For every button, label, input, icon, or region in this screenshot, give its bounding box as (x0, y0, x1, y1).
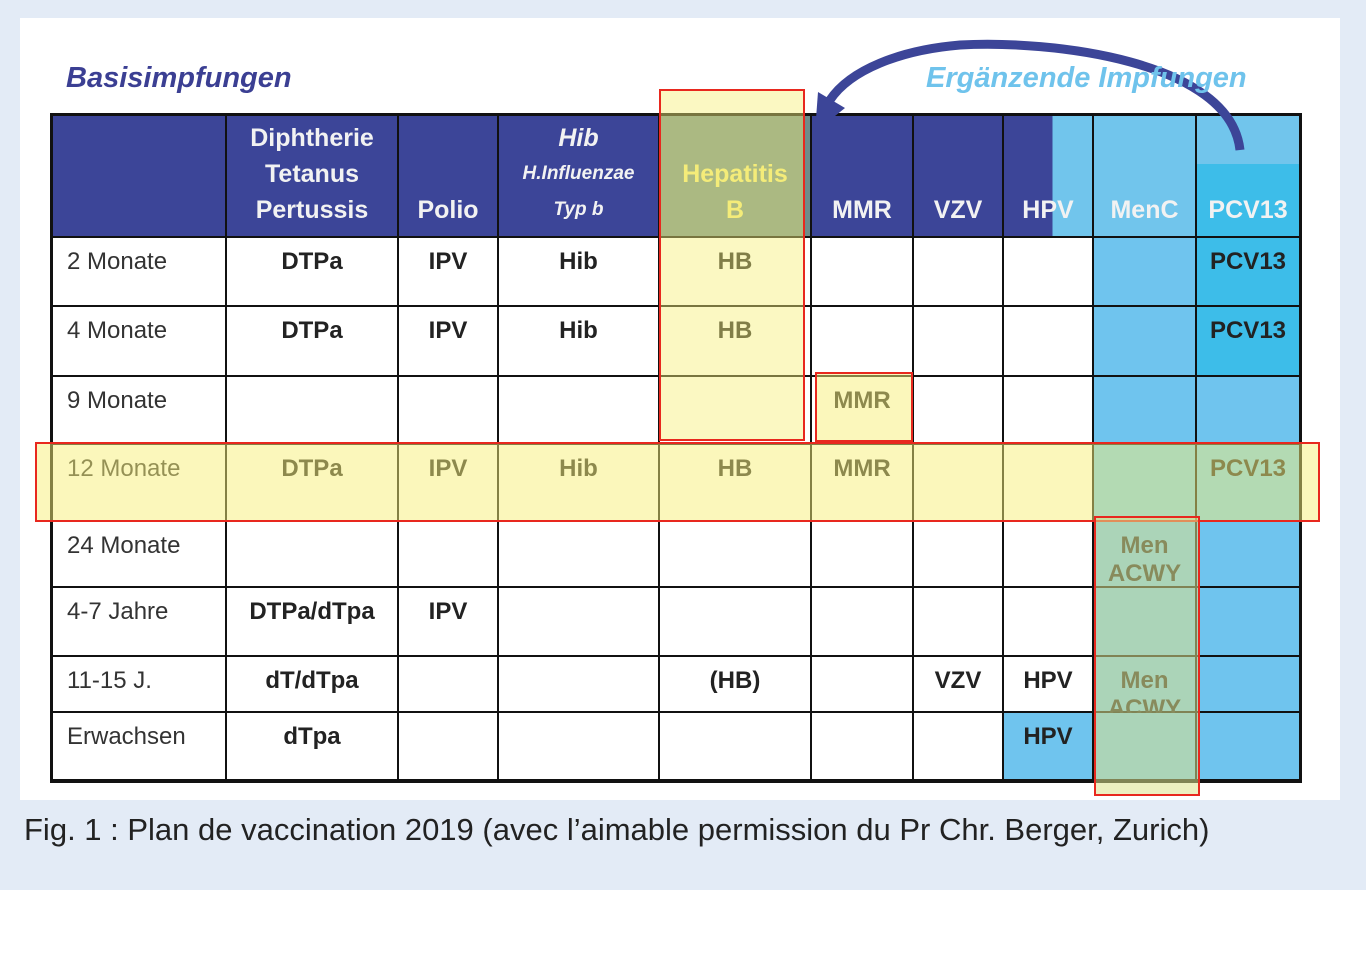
header-label: MenC (1110, 196, 1179, 224)
table-cell (227, 377, 397, 443)
header-label: Polio (417, 196, 479, 224)
table-cell: DTPa (227, 307, 397, 375)
header-cell: MenC (1094, 116, 1195, 236)
table-cell (914, 713, 1002, 779)
table-cell: Hib (499, 238, 658, 305)
header-cell: Hib H.Influenzae Typ b (499, 116, 658, 236)
table-cell: DTPa (227, 238, 397, 305)
header-label: Pertussis (255, 196, 369, 224)
table-cell (1197, 713, 1299, 779)
table-cell (1004, 307, 1092, 375)
header-cell: PCV13 (1197, 116, 1299, 236)
table-cell (1004, 238, 1092, 305)
header-label: B (725, 196, 745, 224)
table-cell: IPV (399, 238, 497, 305)
table-cell: VZV (914, 657, 1002, 711)
row-label: 2 Monate (53, 238, 225, 305)
table-cell: DTPa/dTpa (227, 588, 397, 655)
supplementary-vaccinations-title: Ergänzende Impfungen (926, 62, 1247, 94)
table-cell (399, 657, 497, 711)
table-cell (812, 307, 912, 375)
row-label: 11-15 J. (53, 657, 225, 711)
header-cell (53, 116, 225, 236)
row-label: Erwachsen (53, 713, 225, 779)
mmr-highlight (815, 372, 913, 442)
table-cell (1197, 588, 1299, 655)
table-cell (812, 238, 912, 305)
table-cell (660, 377, 810, 443)
header-label: VZV (933, 196, 983, 224)
table-cell: PCV13 (1197, 307, 1299, 375)
table-cell (1094, 238, 1195, 305)
header-cell: VZV (914, 116, 1002, 236)
basic-vaccinations-title: Basisimpfungen (66, 62, 292, 94)
table-cell: Hib (499, 307, 658, 375)
table-cell: HB (660, 238, 810, 305)
table-cell (1004, 522, 1092, 586)
table-cell (499, 657, 658, 711)
table-cell: HPV (1004, 713, 1092, 779)
table-cell (914, 238, 1002, 305)
table-cell (660, 522, 810, 586)
header-label: Typ b (553, 199, 604, 220)
header-label: Tetanus (265, 160, 359, 188)
table-cell (1004, 588, 1092, 655)
row-label: 4 Monate (53, 307, 225, 375)
table-cell (914, 522, 1002, 586)
table-cell (1094, 377, 1195, 443)
table-cell: dT/dTpa (227, 657, 397, 711)
table-cell (499, 713, 658, 779)
table-cell (399, 377, 497, 443)
header-cell: Polio (399, 116, 497, 236)
table-cell (660, 713, 810, 779)
header-label: Hib (558, 124, 599, 152)
row-label: 9 Monate (53, 377, 225, 443)
figure-caption: Fig. 1 : Plan de vaccination 2019 (avec … (24, 812, 1210, 847)
table-cell (914, 377, 1002, 443)
table-cell: IPV (399, 588, 497, 655)
table-cell (1004, 377, 1092, 443)
table-cell (812, 713, 912, 779)
table-cell (812, 522, 912, 586)
table-cell (1197, 657, 1299, 711)
header-label: H.Influenzae (522, 163, 635, 184)
table-cell (499, 522, 658, 586)
table-cell (812, 588, 912, 655)
table-cell (1197, 522, 1299, 586)
hepatitis-highlight (659, 89, 805, 441)
header-cell: MMR (812, 116, 912, 236)
table-cell: dTpa (227, 713, 397, 779)
header-cell: HPV (1004, 116, 1092, 236)
table-cell (812, 657, 912, 711)
table-cell (914, 307, 1002, 375)
table-cell (660, 588, 810, 655)
table-cell: PCV13 (1197, 238, 1299, 305)
table-cell: (HB) (660, 657, 810, 711)
table-cell (499, 377, 658, 443)
table-cell (1197, 377, 1299, 443)
table-cell (399, 713, 497, 779)
header-label: Hepatitis (682, 160, 788, 188)
header-label: HPV (1022, 196, 1074, 224)
row-label: 24 Monate (53, 522, 225, 586)
table-cell (914, 588, 1002, 655)
table-cell (1094, 307, 1195, 375)
row-label: 4-7 Jahre (53, 588, 225, 655)
header-cell: Diphtherie Tetanus Pertussis (227, 116, 397, 236)
table-cell: HPV (1004, 657, 1092, 711)
twelve-months-highlight (35, 442, 1320, 522)
table-cell: IPV (399, 307, 497, 375)
table-cell (399, 522, 497, 586)
menacwy-highlight (1094, 516, 1200, 796)
header-label: PCV13 (1208, 196, 1288, 224)
header-label: MMR (832, 196, 892, 224)
table-cell (499, 588, 658, 655)
header-label: Diphtherie (250, 124, 374, 152)
table-cell: HB (660, 307, 810, 375)
header-cell: Hepatitis B (660, 116, 810, 236)
table-cell (227, 522, 397, 586)
